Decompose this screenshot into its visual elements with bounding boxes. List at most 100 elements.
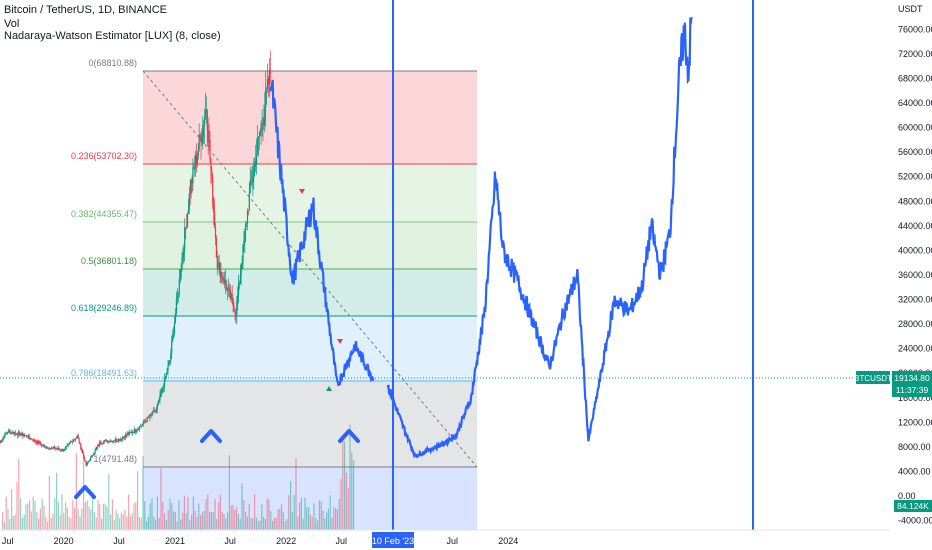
candle-body [50,448,52,449]
fib-label-5: 0.786(18491.63) [71,368,137,378]
volume-bar [52,513,54,530]
volume-bar [16,482,18,530]
candle-body [0,441,2,443]
candle-body [155,409,157,411]
volume-bar [270,511,272,530]
candle-body [80,443,82,450]
volume-bar [318,500,320,530]
candle-body [97,445,99,448]
candle-body [150,414,152,416]
y-tick-label: 12000.00 [898,417,932,427]
candle-body [5,433,7,435]
candle-body [253,166,255,177]
volume-bar [221,511,223,530]
candle-body [90,457,92,461]
candle-body [169,360,171,362]
candle-body [2,437,4,439]
candle-body [204,110,207,118]
candle-body [68,443,70,444]
candle-body [23,435,25,437]
candle-body [111,440,114,442]
volume-bar [106,506,108,530]
candle-body [55,448,57,450]
candle-body [210,159,212,171]
volume-bar [2,511,4,530]
y-tick-label: 36000.00 [898,270,932,280]
volume-bar [70,518,72,530]
volume-bar [288,494,290,530]
candle-body [257,136,259,141]
volume-bar [95,517,97,530]
volume-bar [340,479,342,530]
volume-bar [108,473,110,530]
candle-body [112,440,114,442]
volume-bar [59,515,61,530]
candle-body [188,193,190,210]
candle-body [24,435,26,436]
volume-bar [300,497,302,530]
volume-bar [232,505,234,530]
candle-body [13,432,15,435]
volume-bar [29,500,31,530]
volume-bar [196,516,198,530]
candle-body [12,432,14,434]
volume-bar [313,503,315,530]
fib-zones [143,71,477,530]
candle-body [25,435,27,436]
volume-bar [165,520,167,530]
candle-body [6,433,8,434]
date-badge-text: 10 Feb '23 [372,536,414,546]
candle-body [240,268,242,276]
candle-body [234,311,236,313]
candle-body [42,444,44,447]
candle-body [98,442,101,446]
volume-bar [252,518,254,530]
volume-bar [97,499,99,530]
candle-body [128,432,130,435]
candle-body [101,443,103,444]
y-tick-label: 28000.00 [898,319,932,329]
candle-body [250,180,252,182]
candle-body [77,435,79,438]
volume-bar [281,504,283,530]
candle-body [105,440,107,441]
candle-body [227,287,230,289]
candle-body [216,256,218,268]
volume-bar [151,498,153,530]
candle-body [152,411,154,415]
y-tick-label: 60000.00 [898,123,932,133]
chevron-up-icon [338,429,360,443]
candle-body [139,426,141,430]
candle-body [200,136,202,143]
volume-bar [200,515,202,530]
candle-body [154,411,157,413]
candle-body [189,193,191,195]
volume-bar [185,513,187,530]
candle-body [44,445,46,447]
candle-body [171,341,173,354]
volume-bars [2,424,355,530]
candle-body [249,180,251,193]
candle-body [149,414,151,418]
candle-body [93,453,95,455]
candle-body [46,448,48,449]
volume-bar [353,460,355,530]
candle-body [148,417,150,419]
candle-body [8,430,10,432]
candle-body [260,123,262,131]
volume-bar [218,502,220,530]
volume-bar [263,517,265,530]
volume-bar [266,498,268,530]
candle-body [187,209,189,214]
volume-bar [324,518,326,530]
candle-body [120,438,122,441]
volume-bar [308,507,310,530]
candle-body [142,421,144,424]
volume-bar [291,511,293,530]
candle-body [0,442,1,444]
candle-body [175,299,177,314]
volume-bar [144,501,146,530]
candle-body [131,432,133,433]
volume-bar [187,497,189,530]
